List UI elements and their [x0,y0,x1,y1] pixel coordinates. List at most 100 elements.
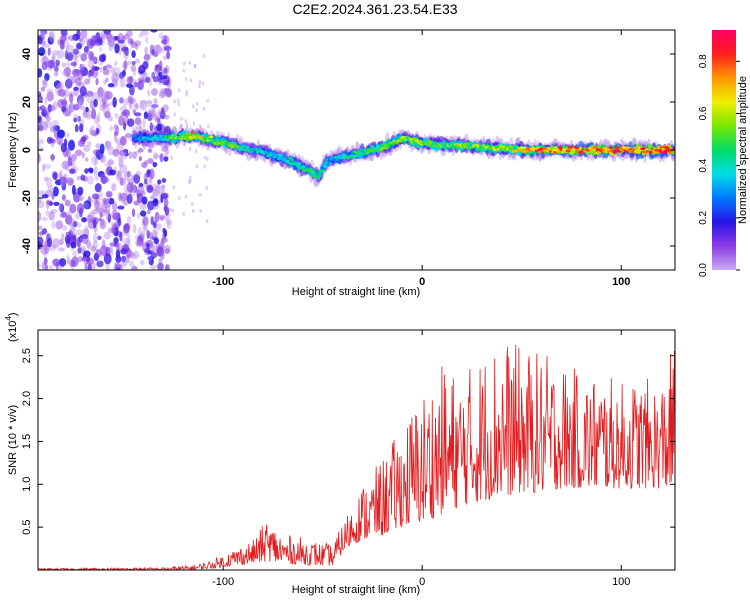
snr-series [38,344,675,570]
heatmap-cell [321,163,327,166]
heatmap-cell [207,124,210,129]
heatmap-cell [163,135,167,138]
heatmap-cell [159,215,165,221]
heatmap-cell [271,151,276,155]
colorbar [712,30,736,270]
heatmap-cell [53,124,57,134]
heatmap-cell [139,79,146,84]
heatmap-cell [139,259,145,266]
heatmap-cell [107,40,116,47]
heatmap-cell [565,149,571,153]
heatmap-cell [119,115,125,120]
heatmap-cell [123,200,128,207]
heatmap-cell [185,136,190,139]
heatmap-cell [134,235,139,240]
heatmap-cell [524,149,529,153]
heatmap-cell [152,221,157,229]
heatmap-cell [162,227,166,234]
heatmap-cell [133,81,138,88]
heatmap-cell [173,112,177,117]
x-tick-label: -100 [212,276,234,288]
heatmap-cell [158,257,163,265]
heatmap-cell [121,255,127,263]
heatmap-cell [160,239,165,250]
heatmap-cell [69,168,76,175]
heatmap-cell [135,102,139,110]
heatmap-cell [158,91,166,99]
heatmap-cell [151,103,159,109]
heatmap-cell [132,134,137,138]
heatmap-cell [150,30,158,33]
heatmap-cell [124,133,133,139]
heatmap-cell [95,77,99,86]
heatmap-cell [76,30,81,40]
heatmap-cell [136,185,145,195]
heatmap-cell [65,211,72,222]
heatmap-cell [153,204,159,210]
heatmap-cell [147,250,154,255]
heatmap-cell [126,215,132,225]
heatmap-cell [55,220,64,230]
heatmap-cell [119,177,126,186]
heatmap-cell [105,77,109,82]
heatmap-cell [203,155,207,160]
heatmap-cell [112,148,120,157]
heatmap-cell [154,211,160,223]
heatmap-cell [603,146,608,150]
spectrogram-ylabel: Frequency (Hz) [7,112,19,188]
heatmap-cell [161,177,167,183]
heatmap-cell [119,177,124,186]
heatmap-cell [60,30,68,37]
heatmap-cell [77,256,84,263]
heatmap-cell [41,194,49,199]
heatmap-cell [56,49,65,59]
heatmap-cell [80,53,87,62]
heatmap-cell [102,209,111,214]
heatmap-cell [64,235,71,244]
heatmap-cell [202,106,206,111]
heatmap-cell [150,216,154,226]
heatmap-cell [164,114,170,120]
heatmap-cell [70,241,77,249]
heatmap-cell [42,78,48,89]
y-tick-label: 0 [21,147,33,153]
heatmap-cell [169,207,172,212]
heatmap-cell [38,196,42,204]
heatmap-cell [361,152,366,156]
heatmap-cell [50,153,55,162]
heatmap-cell [119,150,127,156]
heatmap-cell [151,88,158,96]
heatmap-cell [115,266,120,270]
heatmap-cell [130,64,137,73]
heatmap-cell [53,71,59,77]
heatmap-cell [555,149,561,153]
heatmap-cell [159,88,168,98]
heatmap-cell [114,43,120,54]
heatmap-cell [198,84,201,89]
heatmap-cell [60,142,67,153]
heatmap-cell [68,222,74,227]
heatmap-cell [119,164,128,174]
heatmap-cell [155,185,161,193]
heatmap-cell [118,158,124,168]
heatmap-cell [125,83,133,88]
heatmap-cell [142,181,149,188]
heatmap-cell [44,120,52,128]
colorbar-ticks: 0.0 0.2 0.4 0.6 0.8 [698,54,740,277]
heatmap-cell [672,147,675,150]
heatmap-cell [44,107,51,117]
heatmap-cell [85,157,89,162]
heatmap-cell [313,172,318,175]
heatmap-cell [137,226,142,237]
heatmap-cell [206,98,210,103]
heatmap-cell [125,254,130,264]
heatmap-cell [101,94,106,103]
heatmap-cell [69,203,77,214]
heatmap-cell [105,91,113,100]
heatmap-cell [113,237,119,244]
heatmap-cell [131,50,136,58]
heatmap-cell [165,88,172,98]
heatmap-cell [103,30,112,35]
heatmap-cell [117,39,125,44]
heatmap-cell [40,243,48,255]
